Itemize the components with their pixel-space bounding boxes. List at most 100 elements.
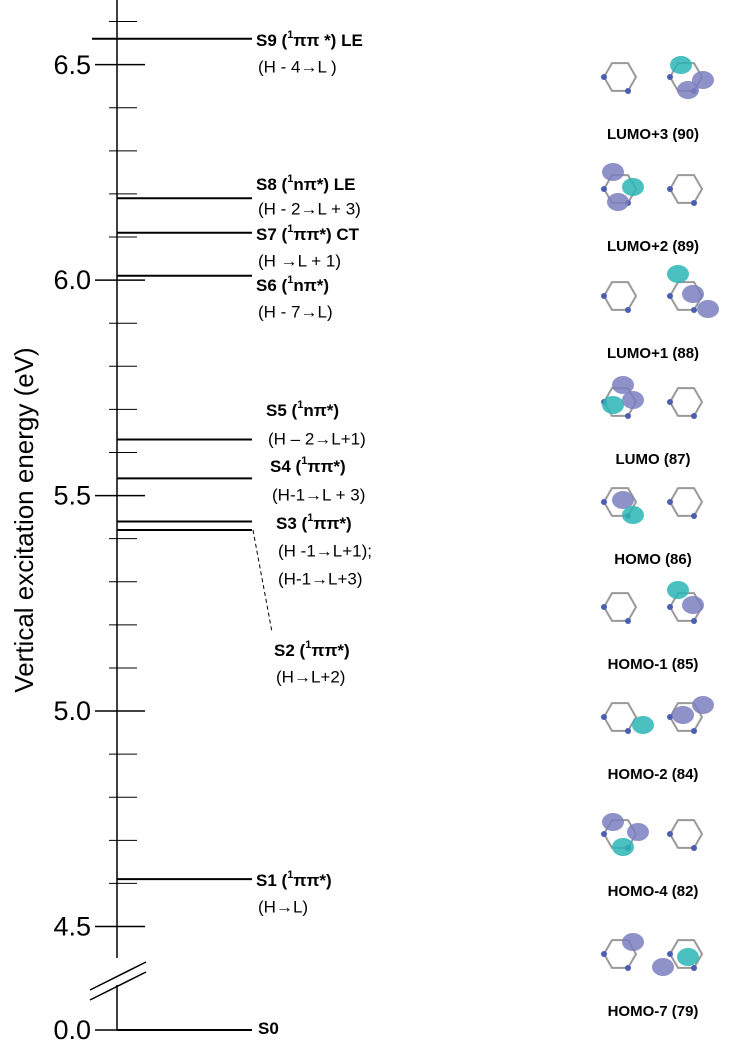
label-part: S4 ( xyxy=(270,457,302,476)
orbital-picture xyxy=(601,376,704,419)
transition-label: (H - 4→L ) xyxy=(258,57,337,76)
atom xyxy=(667,74,673,80)
orbital-label: LUMO+1 (88) xyxy=(607,345,699,362)
axis-break xyxy=(89,961,147,991)
orbital-lobe xyxy=(652,958,674,976)
orbital-label: HOMO (86) xyxy=(614,551,692,568)
label-part: S1 ( xyxy=(256,871,288,890)
level-label: S0 xyxy=(258,1019,279,1038)
level-label: S1 (1ππ*) xyxy=(256,869,332,891)
molecule xyxy=(602,592,638,622)
molecule xyxy=(668,174,704,204)
atom xyxy=(691,845,697,851)
atom xyxy=(667,714,673,720)
atom xyxy=(601,293,607,299)
transition-label: (H -1→L+1); xyxy=(278,541,372,560)
label-part: S0 xyxy=(258,1019,279,1038)
molecule xyxy=(668,819,704,849)
orbital-lobe xyxy=(692,71,714,89)
y-axis-label: Vertical excitation energy (eV) xyxy=(9,347,39,692)
atom xyxy=(667,951,673,957)
atom xyxy=(691,728,697,734)
atom xyxy=(691,307,697,313)
atom xyxy=(601,951,607,957)
label-part: S9 ( xyxy=(256,31,288,50)
label-part: 1 xyxy=(287,29,293,41)
label-part: nπ*) xyxy=(293,276,329,295)
atom xyxy=(691,200,697,206)
orbital-lobe xyxy=(667,265,689,283)
orbital-lobe xyxy=(670,56,692,74)
level-label: S8 (1nπ*) LE xyxy=(256,173,355,195)
label-part: S8 ( xyxy=(256,175,288,194)
transition-label: (H – 2→L+1) xyxy=(268,429,366,448)
orbital-lobe xyxy=(612,491,634,509)
orbital-lobe xyxy=(677,81,699,99)
molecule xyxy=(668,387,704,417)
orbital-lobe xyxy=(682,285,704,303)
molecule xyxy=(602,281,638,311)
label-part: S2 ( xyxy=(274,641,306,660)
label-part: nπ*) LE xyxy=(293,175,355,194)
atom xyxy=(691,618,697,624)
orbital-label: LUMO (87) xyxy=(616,451,691,468)
orbital-lobe xyxy=(602,396,624,414)
transition-label: (H - 7→L) xyxy=(258,302,333,321)
orbital-lobe xyxy=(682,596,704,614)
label-part: S7 ( xyxy=(256,225,288,244)
orbital-label: HOMO-1 (85) xyxy=(608,656,699,673)
level-label: S6 (1nπ*) xyxy=(256,274,329,296)
orbital-picture xyxy=(601,813,704,856)
orbital-lobe xyxy=(672,706,694,724)
label-part: ππ*) xyxy=(311,641,349,660)
label-part: ππ*) CT xyxy=(293,225,359,244)
label-part: 1 xyxy=(287,173,293,185)
orbital-lobe xyxy=(612,838,634,856)
orbital-picture xyxy=(601,163,704,211)
level-label: S5 (1nπ*) xyxy=(266,399,339,421)
level-label: S9 (1ππ *) LE xyxy=(256,29,363,51)
transition-label: (H →L + 1) xyxy=(258,251,341,270)
level-label: S4 (1ππ*) xyxy=(270,455,346,477)
orbital-lobe xyxy=(622,391,644,409)
orbital-lobe xyxy=(602,813,624,831)
label-part: S6 ( xyxy=(256,276,288,295)
leader-line xyxy=(252,529,273,633)
atom xyxy=(601,186,607,192)
atom xyxy=(625,965,631,971)
y-tick-label: 5.5 xyxy=(53,481,91,511)
orbital-picture xyxy=(601,933,704,976)
atom xyxy=(691,965,697,971)
label-part: ππ *) LE xyxy=(293,31,362,50)
level-label: S2 (1ππ*) xyxy=(274,639,350,661)
atom xyxy=(625,88,631,94)
orbital-lobe xyxy=(627,823,649,841)
orbital-picture xyxy=(601,56,714,99)
atom xyxy=(667,399,673,405)
orbital-lobe xyxy=(607,193,629,211)
atom xyxy=(601,831,607,837)
orbital-lobe xyxy=(692,696,714,714)
orbital-label: HOMO-7 (79) xyxy=(608,1003,699,1020)
orbital-lobe xyxy=(667,581,689,599)
orbital-lobe xyxy=(677,948,699,966)
label-part: S5 ( xyxy=(266,401,298,420)
label-part: 1 xyxy=(287,223,293,235)
atom xyxy=(667,499,673,505)
transition-label: (H-1→L + 3) xyxy=(272,485,365,504)
atom xyxy=(667,186,673,192)
transition-label: (H - 2→L + 3) xyxy=(258,199,361,218)
atom xyxy=(667,293,673,299)
atom xyxy=(601,714,607,720)
atom xyxy=(667,831,673,837)
transition-label: (H→L+2) xyxy=(276,667,345,686)
label-part: 1 xyxy=(301,455,307,467)
molecule xyxy=(602,62,638,92)
orbital-lobe xyxy=(622,933,644,951)
atom xyxy=(625,413,631,419)
transition-label: (H-1→L+3) xyxy=(278,569,363,588)
y-tick-label: 4.5 xyxy=(53,912,91,942)
level-label: S7 (1ππ*) CT xyxy=(256,223,360,245)
orbital-picture xyxy=(601,265,719,318)
